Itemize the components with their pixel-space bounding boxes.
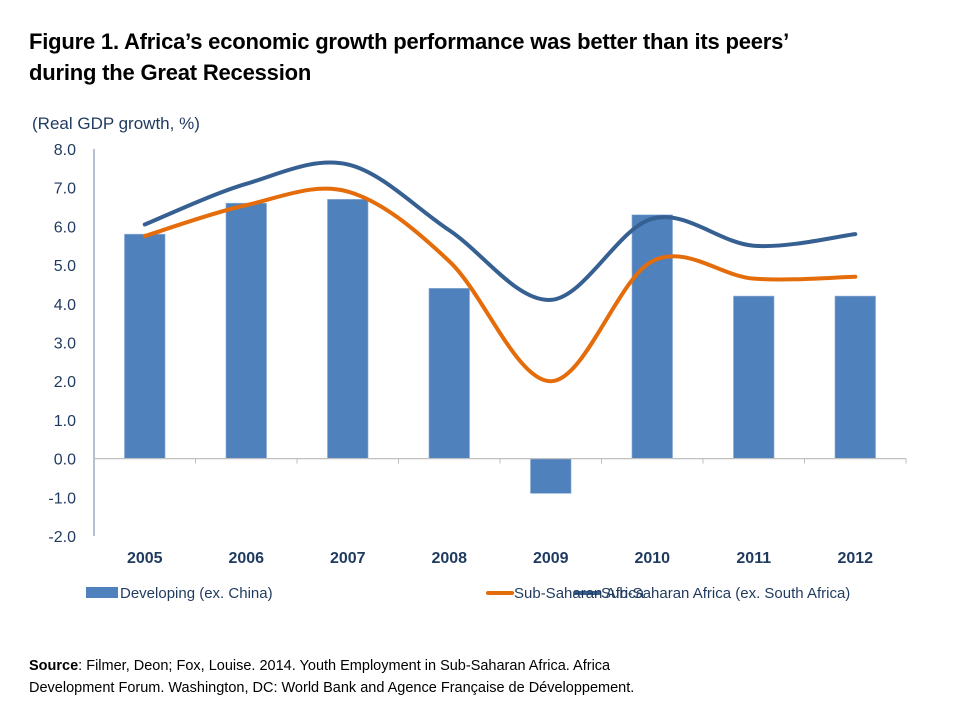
- y-tick-label: 2.0: [54, 374, 76, 391]
- axes-layer: [93, 149, 907, 536]
- x-tick-label-2005: 2005: [127, 550, 163, 567]
- y-tick-label: 1.0: [54, 413, 76, 430]
- x-tick-label-2009: 2009: [533, 550, 569, 567]
- y-tick-label: 5.0: [54, 258, 76, 275]
- x-tick-label-2008: 2008: [431, 550, 467, 567]
- y-tick-labels: -2.0 -1.0 0.0 1.0 2.0 3.0 4.0 5.0 6.0 7.0 8.0: [48, 142, 76, 546]
- source-text-line-1: : Filmer, Deon; Fox, Louise. 2014. Youth…: [78, 658, 611, 674]
- bar-2008: [428, 288, 470, 459]
- bar-2007: [327, 199, 369, 459]
- x-tick-label-2010: 2010: [634, 550, 670, 567]
- source-label: Source: [29, 658, 79, 674]
- y-tick-label: 0.0: [54, 452, 76, 469]
- bar-2005: [124, 233, 166, 459]
- legend-label-3: Sub-Saharan Africa (ex. South Africa): [601, 585, 850, 602]
- source-text-line-2: Development Forum. Washington, DC: World…: [29, 680, 635, 696]
- y-tick-label: 4.0: [54, 297, 76, 314]
- legend-label-1: Developing (ex. China): [120, 585, 273, 602]
- source-note: Source: Filmer, Deon; Fox, Louise. 2014.…: [29, 655, 634, 699]
- chart-title-line-1: Figure 1. Africa’s economic growth perfo…: [29, 29, 790, 54]
- bar-2009: [530, 458, 572, 494]
- y-tick-label: 3.0: [54, 336, 76, 353]
- line-series-1: [142, 186, 858, 384]
- chart-title-line-2: during the Great Recession: [29, 60, 312, 85]
- y-tick-label: 6.0: [54, 219, 76, 236]
- bar-2012: [834, 295, 876, 459]
- x-tick-label-2006: 2006: [228, 550, 264, 567]
- line-series-2: [142, 160, 858, 302]
- bar-2010: [631, 214, 673, 459]
- y-tick-label: 8.0: [54, 142, 76, 159]
- x-tick-label-2011: 2011: [736, 550, 771, 567]
- x-tick-labels: 2005 2006 2007 2008 2009 2010 2011 2012: [127, 550, 873, 567]
- chart: -2.0 -1.0 0.0 1.0 2.0 3.0 4.0 5.0 6.0 7.0 8.0 2005…: [48, 142, 907, 602]
- y-tick-label: -2.0: [48, 529, 76, 546]
- lines-layer: [142, 160, 858, 384]
- y-tick-label: 7.0: [54, 181, 76, 198]
- x-tick-label-2007: 2007: [330, 550, 366, 567]
- chart-title: Figure 1. Africa’s economic growth perfo…: [29, 26, 949, 88]
- y-axis-label: (Real GDP growth, %): [32, 114, 200, 133]
- x-tick-label-2012: 2012: [837, 550, 873, 567]
- legend-label-2: Sub-Saharan Africa: [514, 585, 645, 602]
- legend-swatch-bar: [86, 587, 118, 598]
- bars-layer: [124, 199, 876, 494]
- bar-2011: [733, 295, 775, 459]
- y-tick-label: -1.0: [48, 490, 76, 507]
- legend: Developing (ex. China) Sub-Saharan Africa…: [86, 585, 850, 602]
- bar-2006: [225, 202, 267, 459]
